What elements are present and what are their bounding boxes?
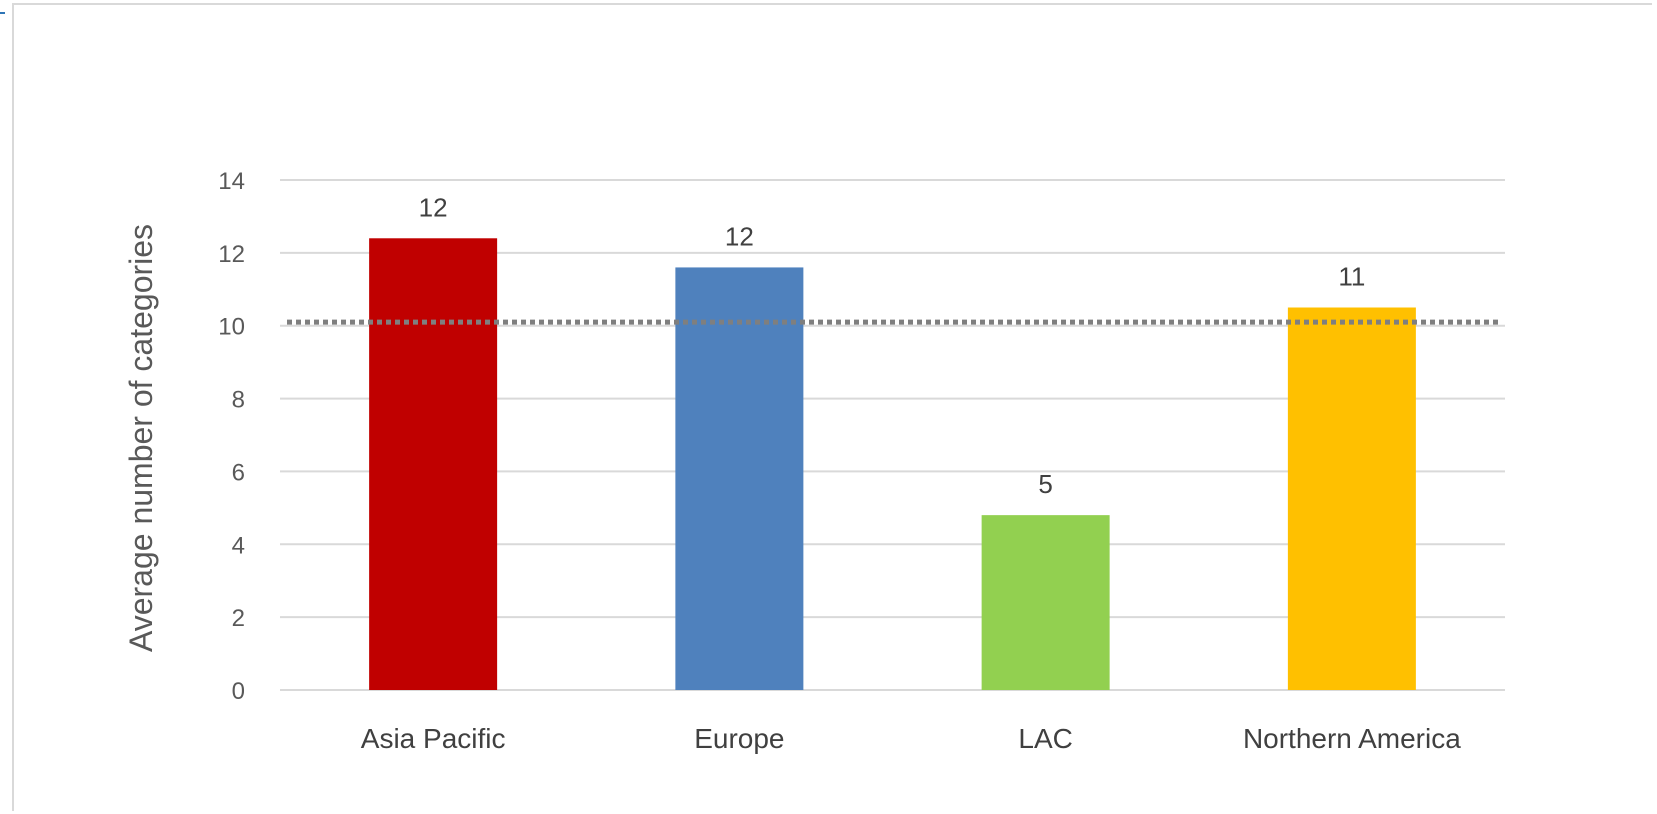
y-tick-label: 14 bbox=[218, 168, 245, 195]
bar bbox=[675, 267, 804, 690]
data-label: 12 bbox=[725, 221, 754, 251]
y-tick-label: 0 bbox=[232, 678, 245, 705]
x-tick-label: Asia Pacific bbox=[361, 723, 506, 754]
data-label: 11 bbox=[1338, 262, 1365, 292]
y-tick-label: 4 bbox=[232, 532, 245, 559]
y-tick-label: 10 bbox=[218, 314, 245, 341]
data-label: 5 bbox=[1038, 469, 1052, 499]
y-axis-ticks: 0 2 4 6 8 10 12 14 bbox=[218, 168, 245, 705]
data-label: 12 bbox=[419, 192, 448, 222]
y-tick-label: 12 bbox=[218, 241, 245, 268]
y-axis-title: Average number of categories bbox=[123, 224, 159, 652]
x-tick-label: Northern America bbox=[1243, 723, 1461, 754]
x-tick-label: LAC bbox=[1018, 723, 1072, 754]
bars bbox=[369, 238, 1416, 691]
bar bbox=[981, 515, 1110, 690]
corner-marker bbox=[0, 12, 5, 14]
y-tick-label: 6 bbox=[232, 459, 245, 486]
bar bbox=[369, 238, 498, 691]
y-tick-label: 2 bbox=[232, 605, 245, 632]
data-labels: 12 12 5 11 bbox=[419, 192, 1366, 499]
y-tick-label: 8 bbox=[232, 387, 245, 414]
x-axis-labels: Asia Pacific Europe LAC Northern America bbox=[361, 723, 1461, 754]
chart-frame bbox=[12, 3, 1652, 811]
x-tick-label: Europe bbox=[694, 723, 784, 754]
bar bbox=[1287, 307, 1416, 690]
